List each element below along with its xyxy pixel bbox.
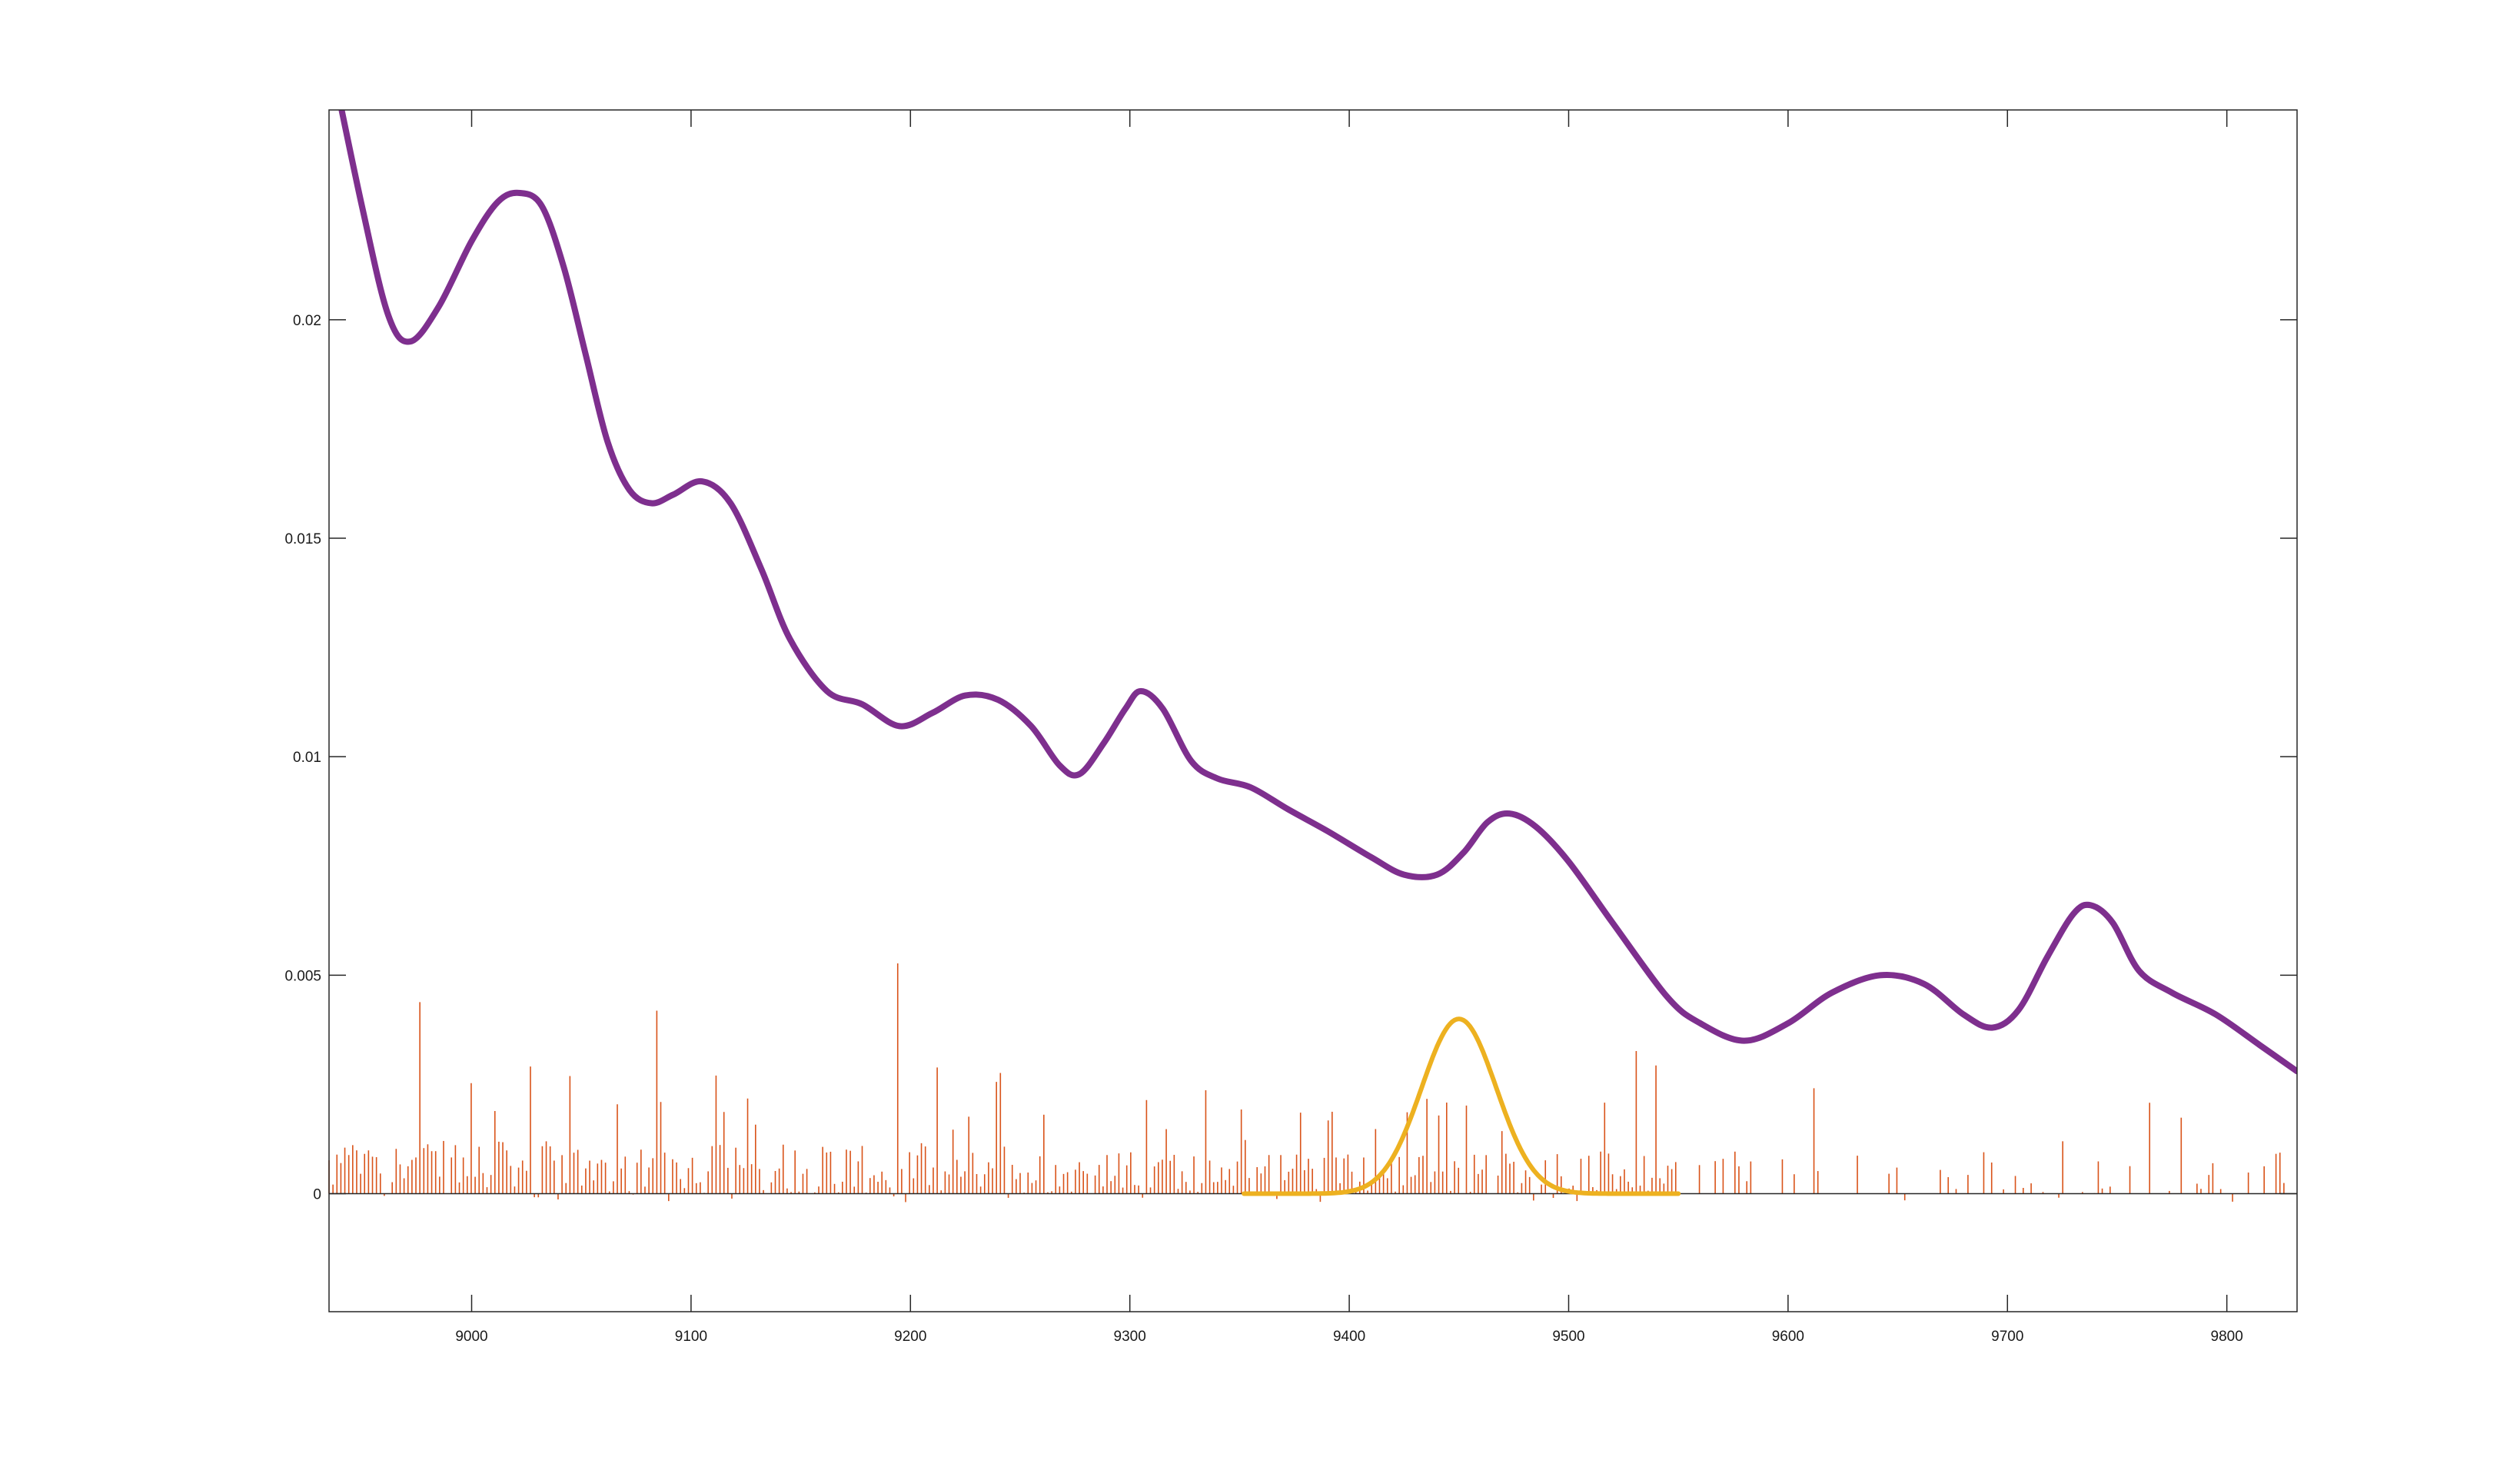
y-axis-ticks: 0 0.005 0.01 0.015 0.02 xyxy=(284,313,2297,1203)
x-tick-label: 9100 xyxy=(675,1329,707,1345)
y-tick-label: 0.01 xyxy=(293,750,321,766)
x-tick-label: 9600 xyxy=(1772,1329,1804,1345)
x-tick-label: 9200 xyxy=(894,1329,926,1345)
x-tick-label: 9300 xyxy=(1114,1329,1146,1345)
x-tick-label: 9700 xyxy=(1991,1329,2023,1345)
axes-box xyxy=(328,109,2298,1312)
smooth-spectrum-line xyxy=(338,110,2297,1075)
x-tick-label: 9500 xyxy=(1552,1329,1584,1345)
x-tick-label: 9400 xyxy=(1333,1329,1365,1345)
y-tick-label: 0.015 xyxy=(284,531,321,547)
y-tick-label: 0.005 xyxy=(284,968,321,984)
x-tick-label: 9800 xyxy=(2211,1329,2243,1345)
noise-stems xyxy=(328,963,2285,1203)
plot-area-background xyxy=(329,110,2297,1312)
y-tick-label: 0 xyxy=(313,1187,321,1203)
x-tick-label: 9000 xyxy=(455,1329,487,1345)
x-axis-ticks: 9000 9100 9200 9300 9400 9500 9600 9700 9800 xyxy=(455,110,2243,1345)
gaussian-peak-line xyxy=(1242,1016,1681,1196)
y-tick-label: 0.02 xyxy=(293,313,321,329)
